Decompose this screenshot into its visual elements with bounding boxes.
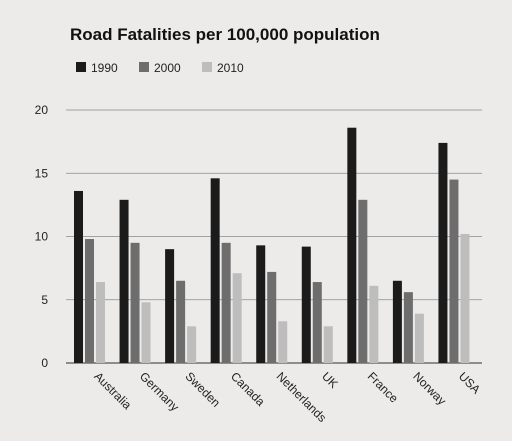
bar-sweden-1990 — [165, 249, 175, 363]
bar-germany-2010 — [141, 302, 151, 363]
x-tick-label-norway: Norway — [410, 369, 449, 408]
y-tick-label-5: 5 — [41, 293, 48, 307]
legend-label-2010: 2010 — [217, 61, 244, 75]
bar-norway-1990 — [392, 280, 402, 363]
x-tick-label-australia: Australia — [91, 369, 134, 412]
x-tick-label-france: France — [365, 369, 402, 406]
bar-netherlands-2000 — [267, 271, 277, 363]
bar-usa-2010 — [460, 233, 470, 363]
y-tick-label-10: 10 — [35, 230, 49, 244]
bar-germany-1990 — [119, 199, 129, 363]
chart-title: Road Fatalities per 100,000 population — [70, 25, 380, 44]
x-tick-label-usa: USA — [456, 369, 483, 396]
y-axis-ticks: 0 5 10 15 20 — [35, 103, 49, 370]
bar-uk-2010 — [323, 326, 333, 363]
x-tick-label-canada: Canada — [228, 369, 268, 409]
bar-canada-2010 — [232, 273, 242, 363]
y-tick-label-20: 20 — [35, 103, 49, 117]
bar-uk-2000 — [312, 282, 322, 363]
y-tick-label-15: 15 — [35, 166, 49, 180]
x-tick-label-uk: UK — [319, 369, 341, 391]
bar-netherlands-1990 — [256, 245, 266, 363]
bar-australia-1990 — [74, 190, 83, 363]
legend-swatch-1990 — [76, 62, 86, 72]
legend-label-1990: 1990 — [91, 61, 118, 75]
legend-swatch-2000 — [139, 62, 149, 72]
bar-usa-1990 — [438, 142, 448, 363]
bar-uk-1990 — [301, 246, 311, 363]
bar-norway-2010 — [414, 313, 424, 363]
bar-netherlands-2010 — [278, 321, 288, 363]
bar-canada-2000 — [221, 242, 231, 363]
x-axis-labels: Australia Germany Sweden Canada NetherlandsU… — [91, 369, 483, 425]
bar-france-1990 — [347, 127, 357, 364]
bar-canada-1990 — [210, 178, 220, 363]
legend-label-2000: 2000 — [154, 61, 181, 75]
bar-sweden-2000 — [176, 280, 186, 363]
bar-france-2010 — [369, 285, 379, 363]
bar-france-2000 — [358, 199, 368, 363]
x-tick-label-sweden: Sweden — [182, 369, 223, 410]
x-tick-label-germany: Germany — [137, 369, 182, 414]
bar-sweden-2010 — [187, 326, 197, 363]
bar-norway-2000 — [403, 292, 413, 363]
legend: 1990 2000 2010 — [76, 61, 244, 75]
bar-australia-2010 — [96, 282, 105, 363]
bars — [74, 127, 470, 364]
bar-australia-2000 — [85, 239, 94, 363]
legend-swatch-2010 — [202, 62, 212, 72]
bar-usa-2000 — [449, 179, 459, 363]
y-tick-label-0: 0 — [41, 356, 48, 370]
bar-germany-2000 — [130, 242, 140, 363]
